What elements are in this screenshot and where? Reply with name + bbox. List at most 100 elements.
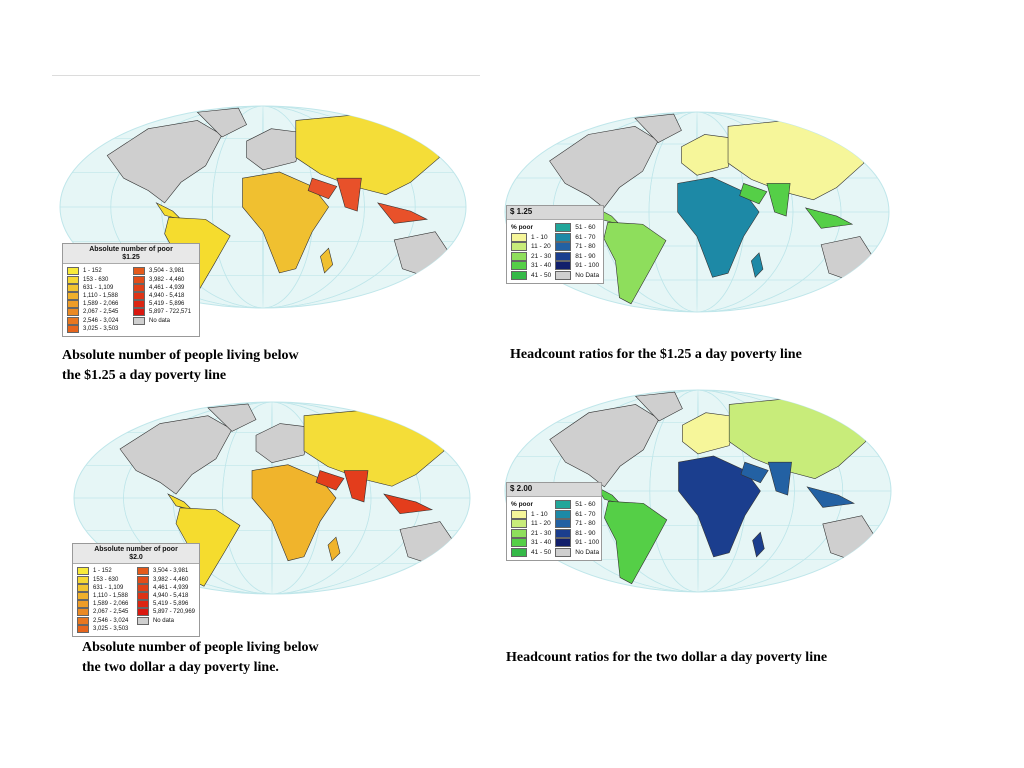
- legend-row: 3,982 - 4,460: [133, 275, 195, 284]
- madagascar: [750, 252, 764, 278]
- legend-swatch: [77, 608, 89, 617]
- legend-row: 3,504 - 3,981: [133, 267, 195, 276]
- legend-swatch: [133, 316, 145, 325]
- legend-row: 1 - 10: [511, 232, 551, 242]
- legend-swatch: [136, 575, 149, 584]
- legend-row: 5,419 - 5,896: [136, 600, 195, 609]
- caption-absolute-125: Absolute number of people living below t…: [62, 348, 299, 383]
- legend-row: 2,546 - 3,024: [67, 316, 129, 325]
- legend-swatch: [555, 500, 572, 510]
- africa: [251, 464, 337, 562]
- legend-column-right: 51 - 60 61 - 70 71 - 80 81 - 90 91 - 100…: [555, 500, 599, 558]
- africa: [677, 177, 760, 278]
- north-america: [549, 126, 659, 209]
- legend-swatch: [133, 267, 145, 276]
- land-layer: [74, 402, 470, 594]
- legend-swatch: [511, 509, 527, 519]
- land-layer: [60, 106, 466, 308]
- legend-row: 5,419 - 5,896: [133, 300, 195, 309]
- north-america: [119, 415, 233, 495]
- legend-row: 21 - 30: [511, 251, 551, 262]
- legend-row: 1 - 152: [77, 567, 133, 576]
- map-headcount-2: [503, 388, 893, 594]
- north-america: [106, 120, 223, 204]
- legend-row: 4,940 - 5,418: [133, 292, 195, 301]
- madagascar: [327, 536, 341, 562]
- legend-swatch: [67, 300, 79, 309]
- middle-east: [315, 470, 345, 491]
- legend-swatch: [136, 583, 149, 592]
- legend-row: 71 - 80: [555, 519, 599, 529]
- legend-swatch: [77, 600, 89, 609]
- legend-row: 91 - 100: [555, 261, 599, 271]
- legend-headcount-125: $ 1.25 % poor 1 - 10 11 - 20 21 - 30 31 …: [506, 205, 604, 285]
- legend-swatch: [67, 275, 79, 284]
- legend-column-left: % poor 1 - 10 11 - 20 21 - 30 31 - 40 41…: [511, 500, 551, 558]
- legend-row: 1,589 - 2,066: [67, 300, 129, 309]
- legend-row: 51 - 60: [555, 223, 599, 233]
- legend-swatch: [77, 575, 89, 584]
- legend-row: 1 - 10: [511, 509, 551, 519]
- legend-absolute-125: Absolute number of poor $1.25 1 - 152 15…: [62, 243, 200, 337]
- legend-title: Absolute number of poor $1.25: [63, 244, 199, 265]
- legend-row: No Data: [555, 548, 599, 558]
- legend-swatch: [555, 251, 572, 261]
- top-divider: [52, 75, 480, 76]
- legend-swatch: [555, 528, 572, 538]
- legend-swatch: [555, 519, 572, 529]
- legend-swatch: [77, 624, 89, 633]
- southeast-asia-islands: [806, 486, 855, 508]
- legend-swatch: [511, 251, 527, 261]
- legend-swatch: [511, 519, 527, 529]
- south-asia: [766, 183, 791, 217]
- legend-column-left: 1 - 152 153 - 630 631 - 1,109 1,110 - 1,…: [67, 267, 129, 333]
- legend-absolute-2: Absolute number of poor $2.0 1 - 152 153…: [72, 543, 200, 637]
- south-asia: [767, 461, 792, 496]
- legend-swatch: [555, 261, 572, 271]
- legend-swatch: [555, 548, 572, 558]
- legend-swatch: [133, 300, 145, 309]
- legend-title: $ 2.00: [507, 483, 601, 497]
- legend-row: No Data: [555, 271, 599, 281]
- legend-row: 31 - 40: [511, 538, 551, 548]
- madagascar: [320, 247, 334, 274]
- legend-swatch: [136, 608, 149, 617]
- legend-swatch: [67, 308, 79, 317]
- legend-swatch: [133, 292, 145, 301]
- southeast-asia-islands: [377, 202, 429, 224]
- legend-row: 5,897 - 722,571: [133, 308, 195, 317]
- middle-east: [739, 183, 768, 205]
- legend-swatch: [67, 283, 79, 292]
- madagascar: [752, 531, 765, 558]
- legend-row: 2,546 - 3,024: [77, 616, 133, 625]
- legend-swatch: [511, 538, 527, 548]
- southeast-asia-islands: [804, 207, 854, 229]
- legend-row: 21 - 30: [511, 528, 551, 539]
- legend-row: 631 - 1,109: [67, 283, 129, 292]
- legend-row: 631 - 1,109: [77, 583, 133, 592]
- south-asia: [336, 177, 362, 212]
- legend-column-right: 3,504 - 3,981 3,982 - 4,460 4,461 - 4,93…: [136, 567, 195, 633]
- legend-entries: % poor 1 - 10 11 - 20 21 - 30 31 - 40 41…: [507, 497, 601, 561]
- southeast-asia-islands: [383, 493, 434, 514]
- legend-swatch: [67, 316, 79, 325]
- legend-swatch: [511, 271, 527, 281]
- europe: [246, 128, 305, 171]
- south-asia: [343, 470, 369, 503]
- legend-row: 41 - 50: [511, 271, 551, 281]
- land-layer: [505, 112, 889, 312]
- legend-swatch: [555, 271, 572, 281]
- legend-swatch: [136, 592, 149, 601]
- legend-row: 3,982 - 4,460: [136, 575, 195, 584]
- legend-row: 4,461 - 4,939: [133, 283, 195, 292]
- legend-row: 71 - 80: [555, 242, 599, 252]
- greenland: [634, 391, 683, 422]
- legend-row: No data: [136, 616, 195, 625]
- legend-swatch: [555, 538, 572, 548]
- legend-swatch: [67, 267, 79, 276]
- legend-row: 5,897 - 720,969: [136, 608, 195, 617]
- caption-headcount-2: Headcount ratios for the two dollar a da…: [506, 650, 828, 665]
- legend-column-left: 1 - 152 153 - 630 631 - 1,109 1,110 - 1,…: [77, 567, 133, 633]
- north-america: [549, 404, 660, 488]
- legend-swatch: [136, 616, 149, 625]
